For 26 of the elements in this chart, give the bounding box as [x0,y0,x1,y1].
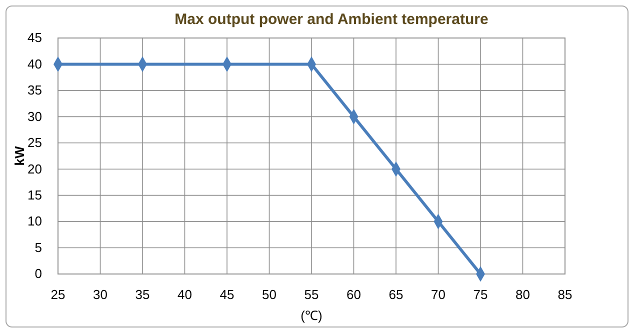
x-tick-label: 60 [346,287,361,302]
x-tick-label: 70 [431,287,446,302]
x-tick-label: 50 [262,287,276,302]
y-tick-label: 15 [28,187,42,202]
x-tick-label: 45 [220,287,234,302]
x-tick-label: 80 [516,287,530,302]
x-tick-label: 40 [178,287,192,302]
y-axis-title: kW [12,146,27,166]
y-tick-label: 30 [28,108,42,124]
y-tick-label: 10 [28,214,42,229]
x-axis-title: (℃) [300,308,322,323]
y-tick-label: 35 [28,82,42,98]
y-tick-label: 45 [28,30,42,46]
x-tick-label: 35 [135,287,150,302]
y-tick-label: 5 [34,240,42,255]
x-tick-label: 75 [473,287,488,302]
x-tick-label: 65 [388,287,404,302]
y-tick-label: 20 [28,161,42,176]
y-tick-label: 25 [28,135,42,150]
y-tick-label: 0 [34,266,42,282]
x-tick-label: 25 [50,287,66,302]
x-tick-label: 30 [93,287,108,302]
x-tick-label: 85 [558,287,572,302]
chart-title: Max output power and Ambient temperature [174,11,488,28]
x-tick-label: 55 [304,287,319,302]
y-tick-label: 40 [28,56,42,72]
